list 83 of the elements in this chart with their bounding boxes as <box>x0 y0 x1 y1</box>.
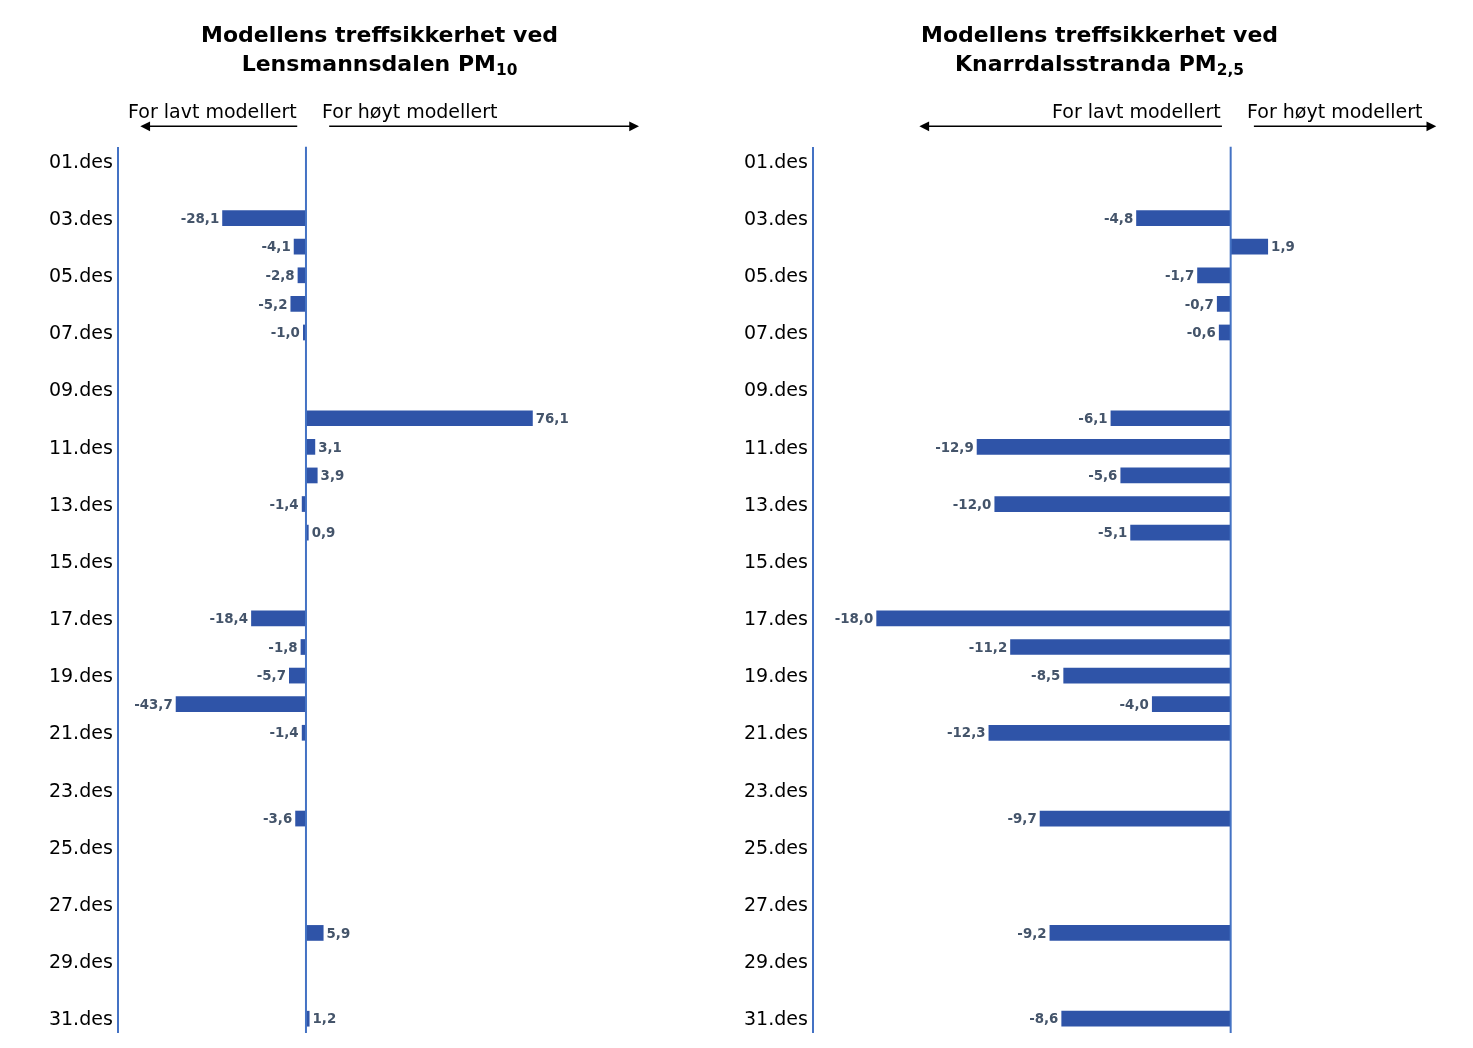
data-label: -0,6 <box>1186 325 1216 341</box>
y-tick-label: 17.des <box>48 607 113 630</box>
data-label: -9,7 <box>1007 811 1037 827</box>
bar <box>222 210 306 226</box>
data-label: -4,1 <box>261 239 291 255</box>
y-tick-label: 03.des <box>48 206 113 229</box>
data-label: -3,6 <box>263 811 293 827</box>
data-label: -18,4 <box>209 611 248 627</box>
bar <box>290 296 306 312</box>
y-tick-label: 01.des <box>48 149 113 172</box>
data-label: -0,7 <box>1184 296 1214 312</box>
y-tick-label: 21.des <box>743 721 808 744</box>
y-tick-label: 19.des <box>743 664 808 687</box>
text: For lavt modellert <box>128 100 297 122</box>
data-label: -5,2 <box>258 296 288 312</box>
data-label: -43,7 <box>134 696 173 712</box>
y-tick-label: 15.des <box>743 549 808 572</box>
y-tick-label: 17.des <box>743 607 808 630</box>
text: For lavt modellert <box>1052 100 1221 122</box>
bar <box>305 925 324 941</box>
data-label: -1,0 <box>270 325 300 341</box>
data-label: -8,6 <box>1029 1011 1059 1027</box>
bar <box>175 696 306 713</box>
data-label: -5,1 <box>1098 525 1128 541</box>
data-label: 1,2 <box>312 1011 337 1027</box>
bar <box>305 467 318 484</box>
data-label: -4,0 <box>1119 696 1149 712</box>
data-label: -1,8 <box>268 639 298 655</box>
data-label: -4,8 <box>1103 210 1134 226</box>
data-label: -12,9 <box>935 439 974 455</box>
y-tick-label: 13.des <box>743 492 808 515</box>
data-label: -2,8 <box>265 268 295 284</box>
y-tick-label: 15.des <box>48 549 113 572</box>
y-tick-label: 05.des <box>743 263 808 286</box>
y-tick-label: 05.des <box>48 263 113 286</box>
bar <box>288 667 306 684</box>
data-label: -1,7 <box>1164 268 1195 284</box>
data-label: -9,2 <box>1017 925 1047 941</box>
data-label: 3,9 <box>320 468 345 484</box>
y-tick-label: 01.des <box>743 149 808 172</box>
y-tick-label: 11.des <box>743 435 808 458</box>
bar <box>305 410 533 427</box>
chart-title: Modellens treffsikkerhet ved Knarrdalsstranda PM$_{2,5}$ <box>921 22 1279 80</box>
y-tick-label: 07.des <box>48 321 113 344</box>
y-tick-label: 13.des <box>48 492 113 515</box>
y-tick-label: 25.des <box>48 835 113 858</box>
text: For høyt modellert <box>1247 100 1423 122</box>
data-label: 5,9 <box>326 925 351 941</box>
y-tick-label: 27.des <box>743 892 808 915</box>
chart-title: Modellens treffsikkerhet ved Lensmannsdalen PM$_{10}$ <box>201 22 559 80</box>
data-label: -12,3 <box>947 725 986 741</box>
y-tick-label: 09.des <box>48 378 113 401</box>
y-tick-label: 21.des <box>48 721 113 744</box>
y-tick-label: 19.des <box>48 664 113 687</box>
bar <box>293 238 306 255</box>
y-tick-label: 03.des <box>743 206 808 229</box>
data-label: -1,4 <box>269 725 299 741</box>
data-label: -1,4 <box>269 496 299 512</box>
data-label: 1,9 <box>1271 239 1295 255</box>
y-tick-label: 07.des <box>743 321 808 344</box>
data-label: 76,1 <box>535 410 569 426</box>
y-tick-label: 31.des <box>743 1007 808 1030</box>
data-label: -5,7 <box>256 668 286 684</box>
y-tick-label: 29.des <box>743 950 808 973</box>
data-label: -6,1 <box>1078 410 1108 426</box>
y-tick-label: 11.des <box>48 435 113 458</box>
data-label: 0,9 <box>311 525 336 541</box>
y-tick-label: 23.des <box>48 778 113 801</box>
bar <box>251 610 306 627</box>
data-label: -11,2 <box>968 639 1008 655</box>
text: For høyt modellert <box>322 100 498 122</box>
data-label: -12,0 <box>952 496 992 512</box>
data-label: -5,6 <box>1088 468 1118 484</box>
data-label: -18,0 <box>834 611 874 627</box>
y-tick-label: 29.des <box>48 950 113 973</box>
y-tick-label: 09.des <box>743 378 808 401</box>
data-label: -28,1 <box>180 210 220 226</box>
data-label: -8,5 <box>1031 668 1061 684</box>
y-tick-label: 23.des <box>743 778 808 801</box>
y-tick-label: 25.des <box>743 835 808 858</box>
data-label: 3,1 <box>318 439 342 455</box>
y-tick-label: 31.des <box>48 1007 113 1030</box>
y-tick-label: 27.des <box>48 892 113 915</box>
